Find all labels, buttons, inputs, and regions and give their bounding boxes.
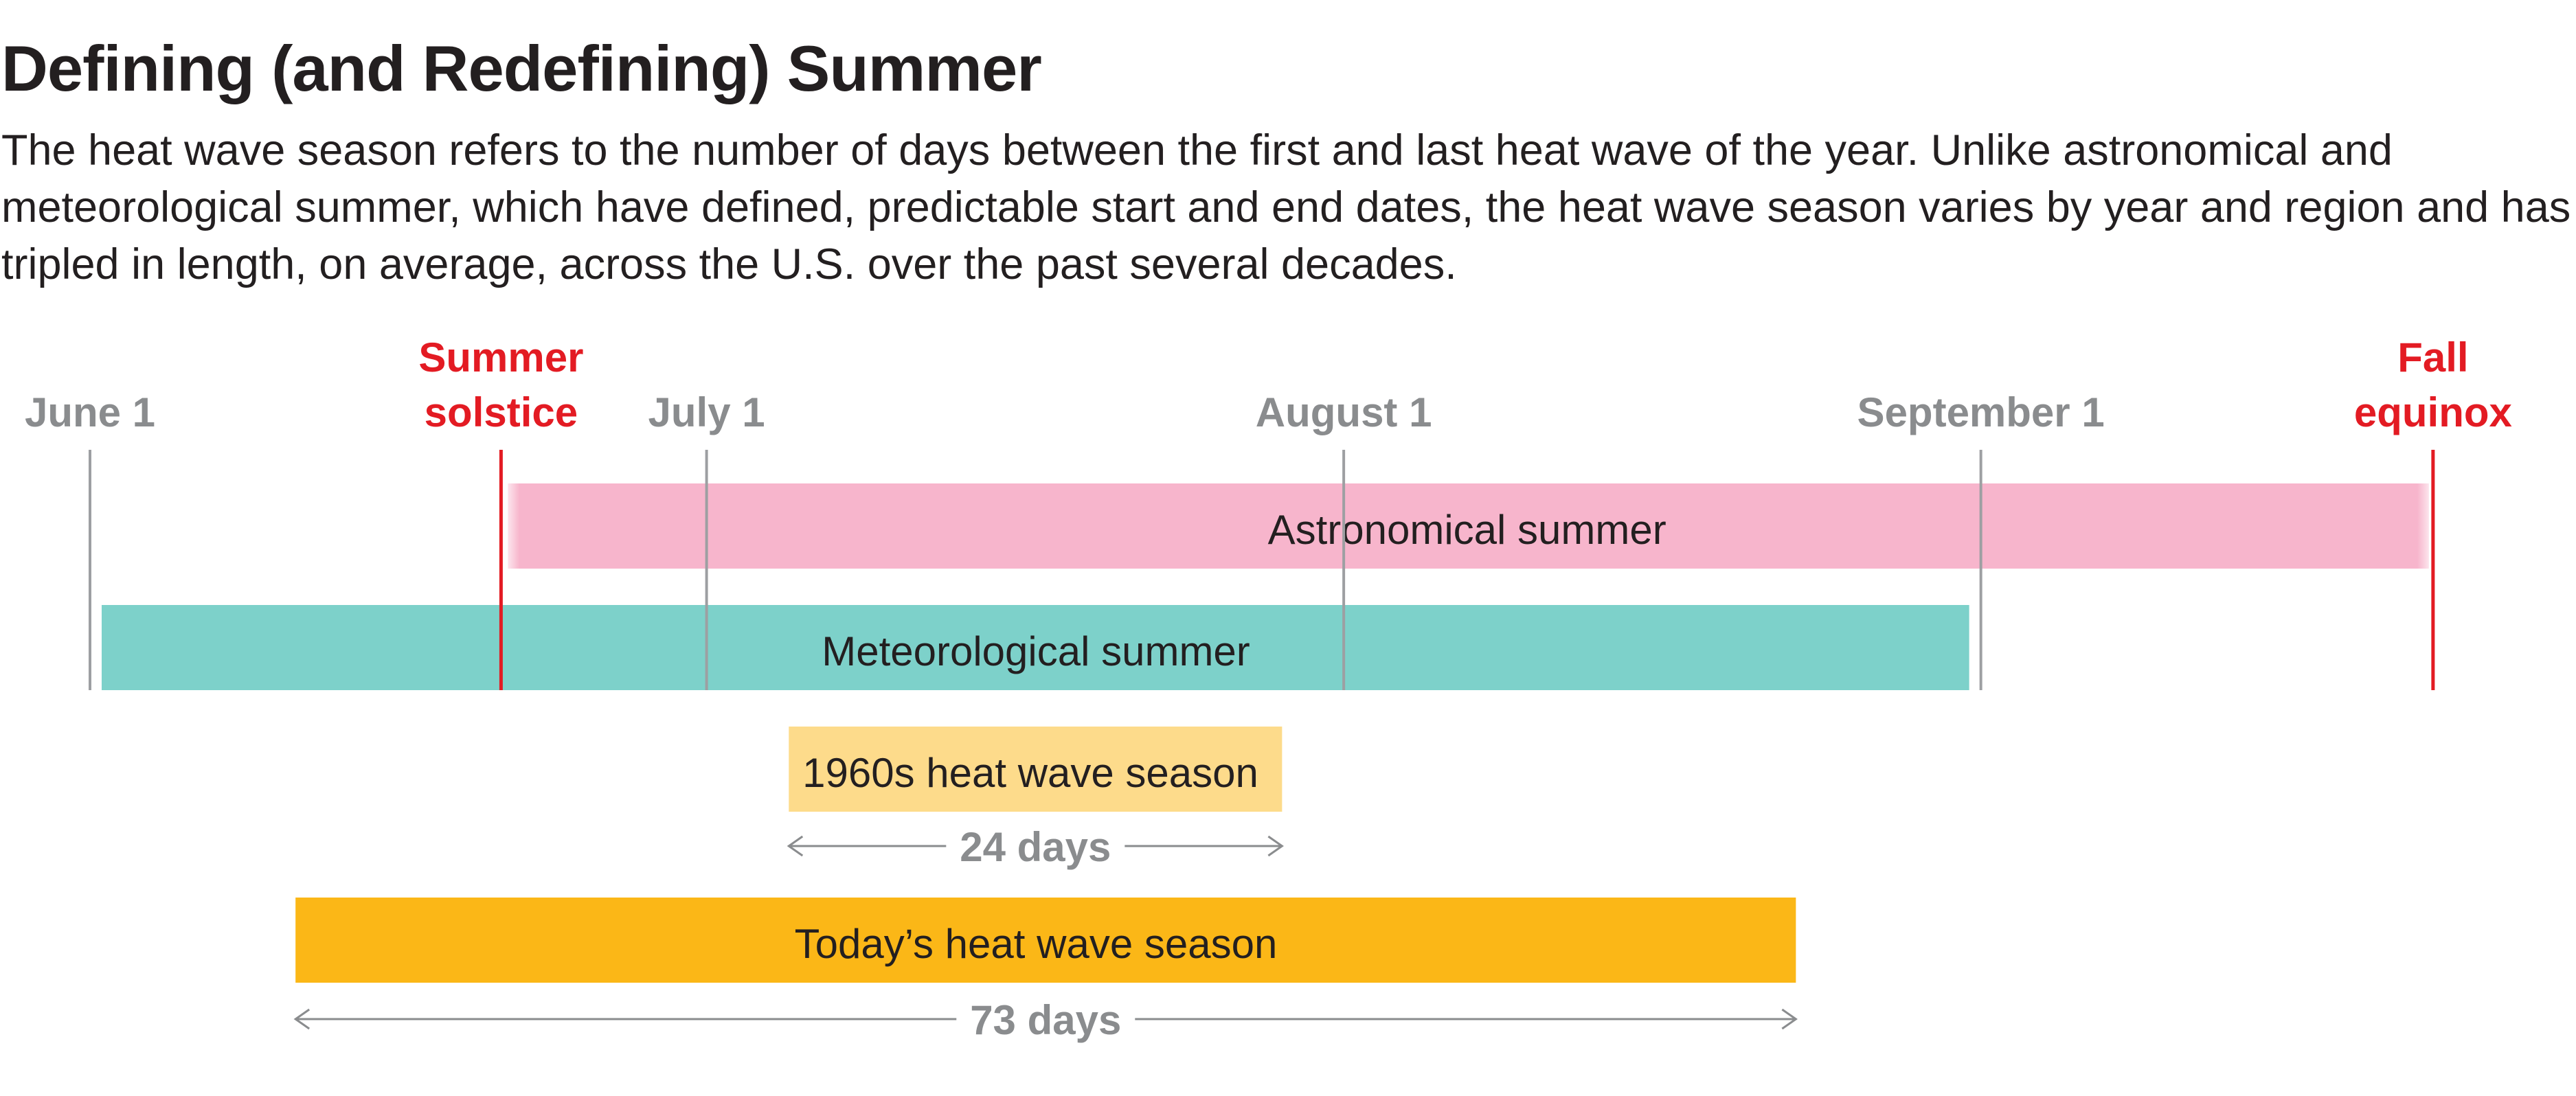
- marker-label-summer-solstice-line1: Summer: [418, 334, 583, 380]
- duration-1960s: 24 days: [787, 824, 1284, 870]
- duration-1960s-arrowhead-left: [787, 835, 804, 857]
- tick-label-july-1: July 1: [648, 389, 765, 435]
- bar-todays-heat-wave-season: Today’s heat wave season: [295, 898, 1796, 983]
- bar-1960s-heat-wave-season-fill: [789, 727, 1283, 812]
- astronomical-markers: Summer solstice Fall equinox: [418, 334, 2512, 690]
- duration-today-arrowhead-right: [1781, 1008, 1798, 1030]
- tick-label-august-1: August 1: [1256, 389, 1432, 435]
- duration-today-label: 73 days: [970, 997, 1121, 1043]
- marker-label-fall-equinox-line1: Fall: [2397, 334, 2468, 380]
- tick-label-june-1: June 1: [25, 389, 155, 435]
- tick-label-september-1: September 1: [1857, 389, 2105, 435]
- bar-meteorological-summer: Meteorological summer: [102, 605, 1969, 690]
- bar-astronomical-summer: Astronomical summer: [508, 483, 2429, 569]
- bar-todays-heat-wave-season-fill: [295, 898, 1796, 983]
- duration-1960s-arrowhead-right: [1267, 835, 1284, 857]
- bar-astronomical-summer-fill: [508, 483, 2429, 569]
- bar-astronomical-summer-label: Astronomical summer: [1268, 507, 1667, 553]
- month-ticks: June 1 July 1 August 1 September 1: [25, 389, 2105, 690]
- bar-todays-heat-wave-season-label: Today’s heat wave season: [795, 921, 1278, 967]
- duration-today-arrowhead-left: [293, 1008, 310, 1030]
- bar-1960s-heat-wave-season: 1960s heat wave season: [789, 727, 1283, 812]
- bar-1960s-heat-wave-season-label: 1960s heat wave season: [802, 750, 1258, 796]
- marker-label-fall-equinox-line2: equinox: [2354, 389, 2512, 435]
- marker-label-summer-solstice-line2: solstice: [425, 389, 578, 435]
- duration-1960s-label: 24 days: [960, 824, 1111, 870]
- bar-meteorological-summer-fill: [102, 605, 1969, 690]
- chart-description: The heat wave season refers to the numbe…: [1, 126, 2571, 288]
- bar-meteorological-summer-label: Meteorological summer: [822, 628, 1250, 674]
- chart-title: Defining (and Redefining) Summer: [1, 32, 1042, 104]
- duration-today: 73 days: [293, 997, 1798, 1043]
